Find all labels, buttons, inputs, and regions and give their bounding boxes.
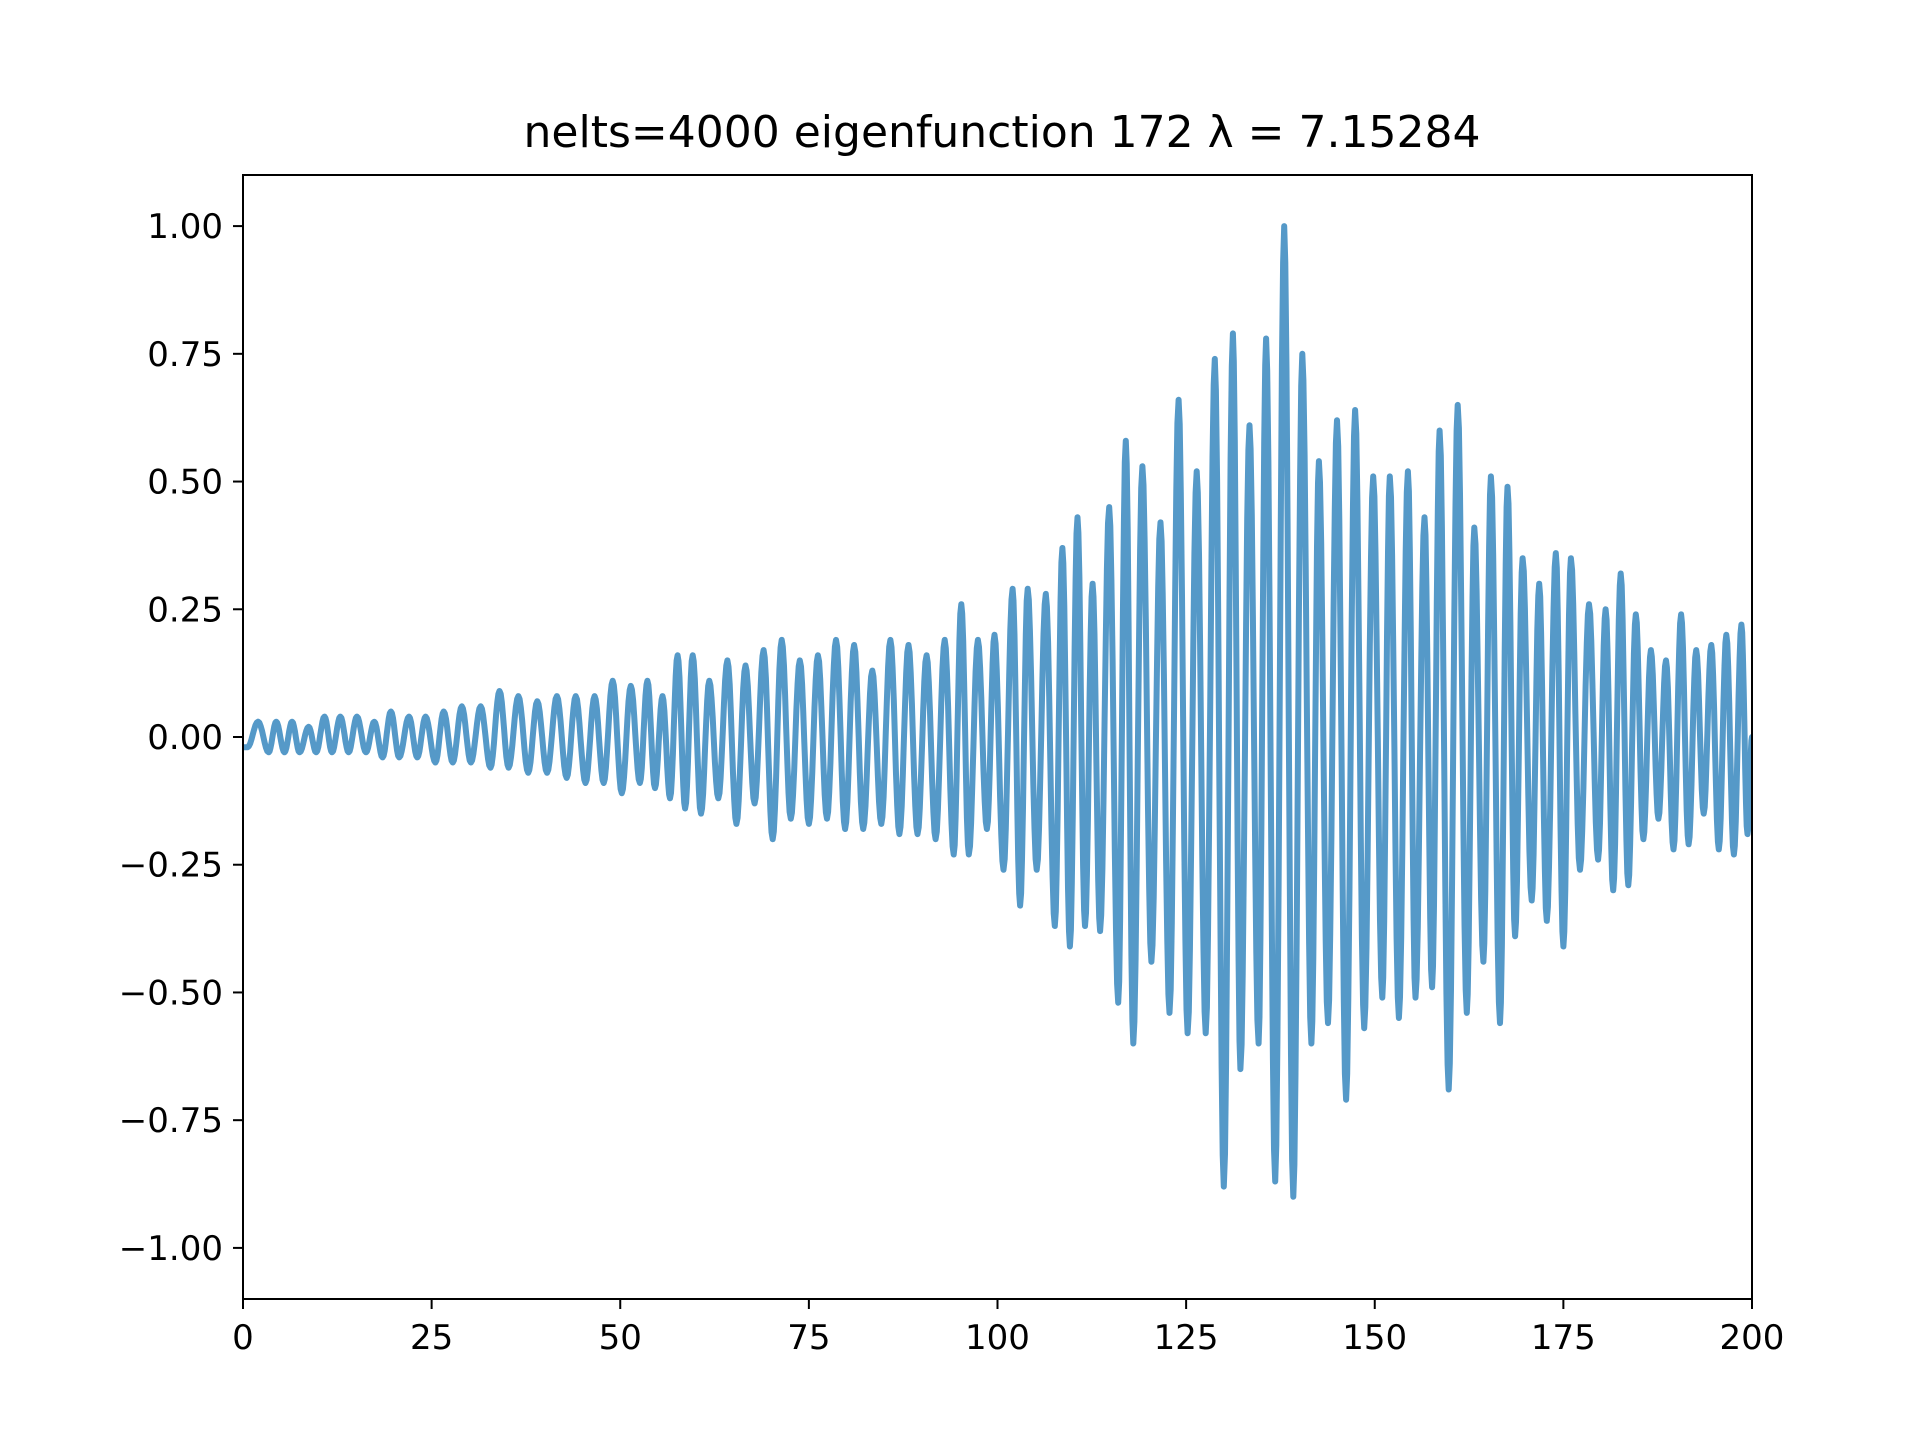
- y-tick-label: −0.75: [119, 1101, 223, 1141]
- x-tick-label: 0: [232, 1318, 254, 1358]
- y-tick-label: 0.25: [147, 590, 223, 630]
- plot-area: [243, 223, 1752, 1200]
- x-tick-label: 75: [787, 1318, 830, 1358]
- y-axis: 1.00 0.75 0.50 0.25 0.00 −0.25 −0.50 −0.75 −1.00: [119, 207, 243, 1269]
- y-tick-label: −0.50: [119, 973, 223, 1013]
- y-tick-label: 1.00: [147, 207, 223, 247]
- x-tick-label: 150: [1342, 1318, 1407, 1358]
- x-tick-label: 125: [1154, 1318, 1219, 1358]
- y-tick-label: 0.50: [147, 463, 223, 503]
- y-tick-label: −1.00: [119, 1229, 223, 1269]
- x-axis: 0 25 50 75 100 125 150 175 200: [232, 1299, 1784, 1358]
- x-tick-label: 25: [410, 1318, 453, 1358]
- x-tick-label: 100: [965, 1318, 1030, 1358]
- chart-title: nelts=4000 eigenfunction 172 λ = 7.15284: [524, 107, 1481, 158]
- y-tick-label: 0.00: [147, 718, 223, 758]
- x-tick-label: 200: [1720, 1318, 1785, 1358]
- series-line: [243, 223, 1752, 1200]
- x-tick-label: 50: [599, 1318, 642, 1358]
- y-tick-label: −0.25: [119, 846, 223, 886]
- y-tick-label: 0.75: [147, 335, 223, 375]
- x-tick-label: 175: [1531, 1318, 1596, 1358]
